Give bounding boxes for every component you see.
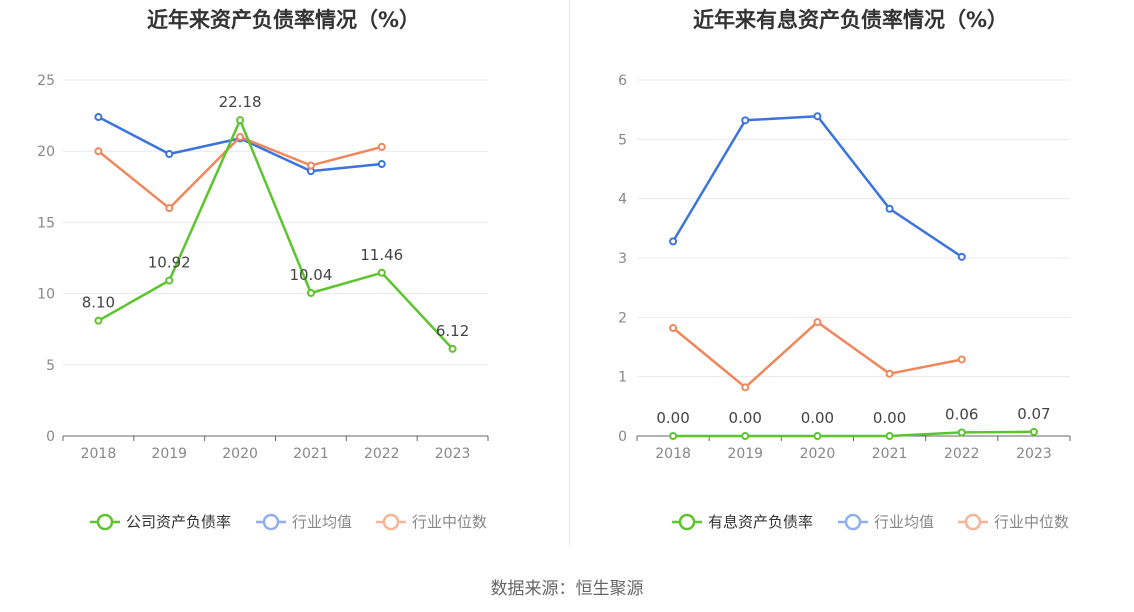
x-tick-label: 2022 (944, 446, 980, 462)
right-chart-title: 近年来有息资产负债率情况（%） (692, 8, 1009, 32)
data-point (813, 112, 822, 121)
series-line (672, 320, 963, 389)
data-point (957, 355, 966, 364)
data-point (377, 268, 386, 277)
data-point (813, 432, 822, 440)
data-label: 8.10 (82, 294, 115, 312)
data-label: 0.00 (873, 409, 906, 427)
data-point (94, 316, 103, 325)
data-point (813, 318, 822, 327)
x-tick-label: 2023 (1016, 446, 1052, 462)
data-point (165, 204, 174, 213)
panel-divider (569, 0, 570, 545)
data-point (669, 324, 678, 333)
y-tick-label: 15 (37, 215, 55, 231)
x-tick-label: 2021 (872, 446, 908, 462)
legend-label: 有息资产负债率 (708, 513, 813, 531)
data-point (741, 116, 750, 125)
legend-marker (844, 513, 862, 531)
data-label: 0.00 (729, 409, 762, 427)
data-point (165, 276, 174, 285)
data-point (741, 432, 750, 440)
data-point (669, 237, 678, 246)
data-point (1029, 427, 1038, 436)
y-tick-label: 0 (46, 429, 55, 445)
x-tick-label: 2021 (293, 446, 329, 462)
x-tick-label: 2020 (800, 446, 836, 462)
data-point (885, 432, 894, 440)
legend-label: 行业均值 (874, 513, 934, 531)
data-point (306, 161, 315, 170)
data-point (448, 344, 457, 353)
series-line (97, 118, 454, 350)
data-label: 0.07 (1017, 405, 1050, 423)
data-point (236, 132, 245, 141)
left-chart-panel: 近年来资产负债率情况（%） 0 5 10 15 20 25 2018 2019 2020 2021… (0, 0, 567, 560)
legend-marker (964, 513, 982, 531)
data-point (669, 432, 678, 440)
right-chart: 0 1 2 3 4 5 6 2018 2019 2020 2021 2022 2023 0.00 0.00 0… (618, 73, 1071, 531)
x-tick-label: 2018 (655, 446, 691, 462)
x-tick-label: 2023 (435, 446, 471, 462)
y-tick-label: 20 (37, 144, 55, 160)
data-label: 10.92 (148, 253, 191, 271)
legend-item: 公司资产负债率 (90, 513, 231, 531)
data-label: 22.18 (219, 93, 262, 111)
y-tick-label: 5 (618, 132, 627, 148)
data-point (306, 289, 315, 298)
legend-marker (382, 513, 400, 531)
legend-label: 公司资产负债率 (126, 513, 231, 531)
series-line (673, 430, 1034, 438)
series-line (97, 115, 382, 173)
data-point (885, 369, 894, 378)
y-tick-label: 2 (618, 310, 627, 326)
legend-item: 行业均值 (838, 513, 934, 531)
y-tick-label: 1 (618, 370, 627, 386)
data-label: 6.12 (436, 322, 469, 340)
legend-marker (96, 513, 114, 531)
y-tick-label: 4 (618, 192, 627, 208)
legend-item: 行业中位数 (376, 513, 487, 531)
left-chart-title: 近年来资产负债率情况（%） (146, 8, 421, 32)
y-tick-label: 5 (46, 358, 55, 374)
y-tick-label: 0 (618, 429, 627, 445)
right-chart-panel: 近年来有息资产负债率情况（%） 0 1 2 3 4 5 6 2018 2019 2020 2021 2… (567, 0, 1134, 560)
legend-item: 行业中位数 (958, 513, 1069, 531)
data-label: 10.04 (289, 266, 332, 284)
legend-label: 行业均值 (292, 513, 352, 531)
data-label: 11.46 (360, 246, 403, 264)
series-line (672, 114, 963, 258)
data-label: 0.00 (801, 409, 834, 427)
data-point (94, 147, 103, 156)
x-tick-label: 2020 (222, 446, 258, 462)
series-line (97, 135, 383, 210)
legend-label: 行业中位数 (412, 513, 487, 531)
legend-marker (678, 513, 696, 531)
x-tick-label: 2019 (151, 446, 187, 462)
legend-item: 行业均值 (256, 513, 352, 531)
data-point (377, 142, 386, 151)
x-tick-label: 2018 (81, 446, 117, 462)
data-source: 数据来源：恒生聚源 (490, 579, 644, 599)
data-point (741, 383, 750, 392)
data-label: 0.06 (945, 405, 978, 423)
x-tick-label: 2019 (727, 446, 763, 462)
data-point (885, 204, 894, 213)
left-chart: 0 5 10 15 20 25 2018 2019 2020 2021 2022 2023 8.10 10… (37, 73, 489, 531)
data-point (236, 116, 245, 125)
data-point (165, 150, 174, 159)
y-tick-label: 3 (618, 251, 627, 267)
legend-item: 有息资产负债率 (672, 513, 813, 531)
x-tick-label: 2022 (364, 446, 400, 462)
y-tick-label: 25 (37, 73, 55, 89)
data-point (957, 428, 966, 437)
data-point (377, 160, 386, 169)
data-point (94, 113, 103, 122)
legend-marker (262, 513, 280, 531)
y-tick-label: 6 (618, 73, 627, 89)
legend-label: 行业中位数 (994, 513, 1069, 531)
data-point (957, 252, 966, 261)
y-tick-label: 10 (37, 287, 55, 303)
data-label: 0.00 (656, 409, 689, 427)
